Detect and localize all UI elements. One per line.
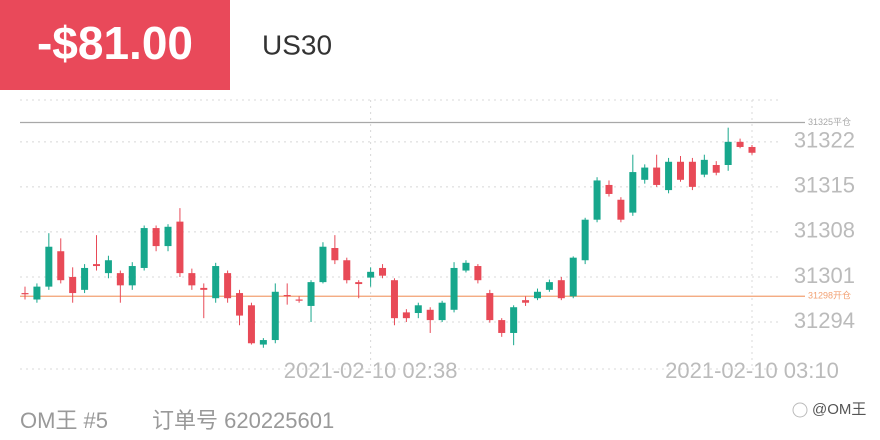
candle-body <box>462 262 470 271</box>
candle-body <box>712 164 720 173</box>
order-number: 订单号 620225601 <box>152 408 334 433</box>
candle-body <box>402 312 410 319</box>
plot: 31294 31301 31308 31315 31322 2021-02-10 02:3… <box>20 100 855 383</box>
candle-body <box>569 257 577 297</box>
y-tick-label: 31308 <box>794 218 855 243</box>
candle-body <box>247 305 255 344</box>
candle-body <box>283 294 291 297</box>
y-tick-label: 31301 <box>794 263 855 288</box>
candle-body <box>748 146 756 153</box>
candle-body <box>176 221 184 274</box>
candle-body <box>116 273 124 286</box>
candle-body <box>188 273 196 286</box>
account: OM王 #5 <box>20 408 108 433</box>
candle-body <box>355 282 363 285</box>
candle-body <box>343 260 351 281</box>
candle-body <box>605 184 613 194</box>
candle-body <box>259 340 267 345</box>
candle-body <box>700 159 708 175</box>
price-line-label: 31325平仓 <box>808 116 851 127</box>
candle-body <box>665 161 673 191</box>
y-tick-label: 31294 <box>794 308 855 333</box>
candle-body <box>152 228 160 247</box>
y-tick-label: 31315 <box>794 173 855 198</box>
candle-body <box>450 267 458 310</box>
candle-body <box>331 248 339 261</box>
pnl: -$81.00 <box>37 17 193 69</box>
candle-body <box>474 266 482 281</box>
candle-body <box>617 199 625 220</box>
candle-body <box>57 251 65 281</box>
candle-body <box>736 141 744 147</box>
x-tick-label: 2021-02-10 02:38 <box>284 358 458 383</box>
candle-body <box>45 246 53 287</box>
candle-body <box>307 282 315 306</box>
candle-body <box>224 273 232 299</box>
candle-body <box>379 267 387 276</box>
candle-body <box>319 246 327 283</box>
candle-body <box>104 260 112 274</box>
candle-body <box>629 172 637 213</box>
candle-body <box>81 267 89 290</box>
x-tick-label: 2021-02-10 03:10 <box>665 358 839 383</box>
candle-body <box>510 307 518 333</box>
candle-body <box>724 141 732 165</box>
candle-body <box>295 299 303 301</box>
candle-body <box>486 293 494 321</box>
symbol: US30 <box>262 29 332 60</box>
candle-body <box>688 161 696 187</box>
candle-body <box>69 276 77 294</box>
candle-body <box>438 302 446 321</box>
candle-body <box>164 226 172 247</box>
y-tick-label: 31322 <box>794 128 855 153</box>
watermark-icon <box>792 402 808 418</box>
candle-body <box>641 167 649 180</box>
candle-body <box>128 266 136 286</box>
candle-body <box>21 293 29 295</box>
candle-body <box>236 293 244 316</box>
candle-body <box>581 219 589 261</box>
candle-body <box>522 300 530 303</box>
candle-body <box>271 291 279 341</box>
candle-body <box>200 287 208 290</box>
candle-body <box>140 228 148 268</box>
pnl-box <box>0 0 230 90</box>
watermark: @OM王 <box>812 401 866 418</box>
candle-body <box>33 286 41 300</box>
candle-body <box>93 264 101 267</box>
candle-body <box>545 282 553 290</box>
price-line-label: 31298开仓 <box>808 290 851 301</box>
candle-body <box>557 280 565 299</box>
candle-body <box>212 266 220 299</box>
candle-body <box>367 271 375 278</box>
candle-body <box>593 180 601 220</box>
candle-body <box>426 309 434 321</box>
candle-body <box>653 167 661 185</box>
candle-body <box>676 161 684 180</box>
candle-body <box>533 291 541 299</box>
candle-body <box>390 280 398 319</box>
candle-body <box>498 320 506 333</box>
candle-body <box>414 305 422 314</box>
